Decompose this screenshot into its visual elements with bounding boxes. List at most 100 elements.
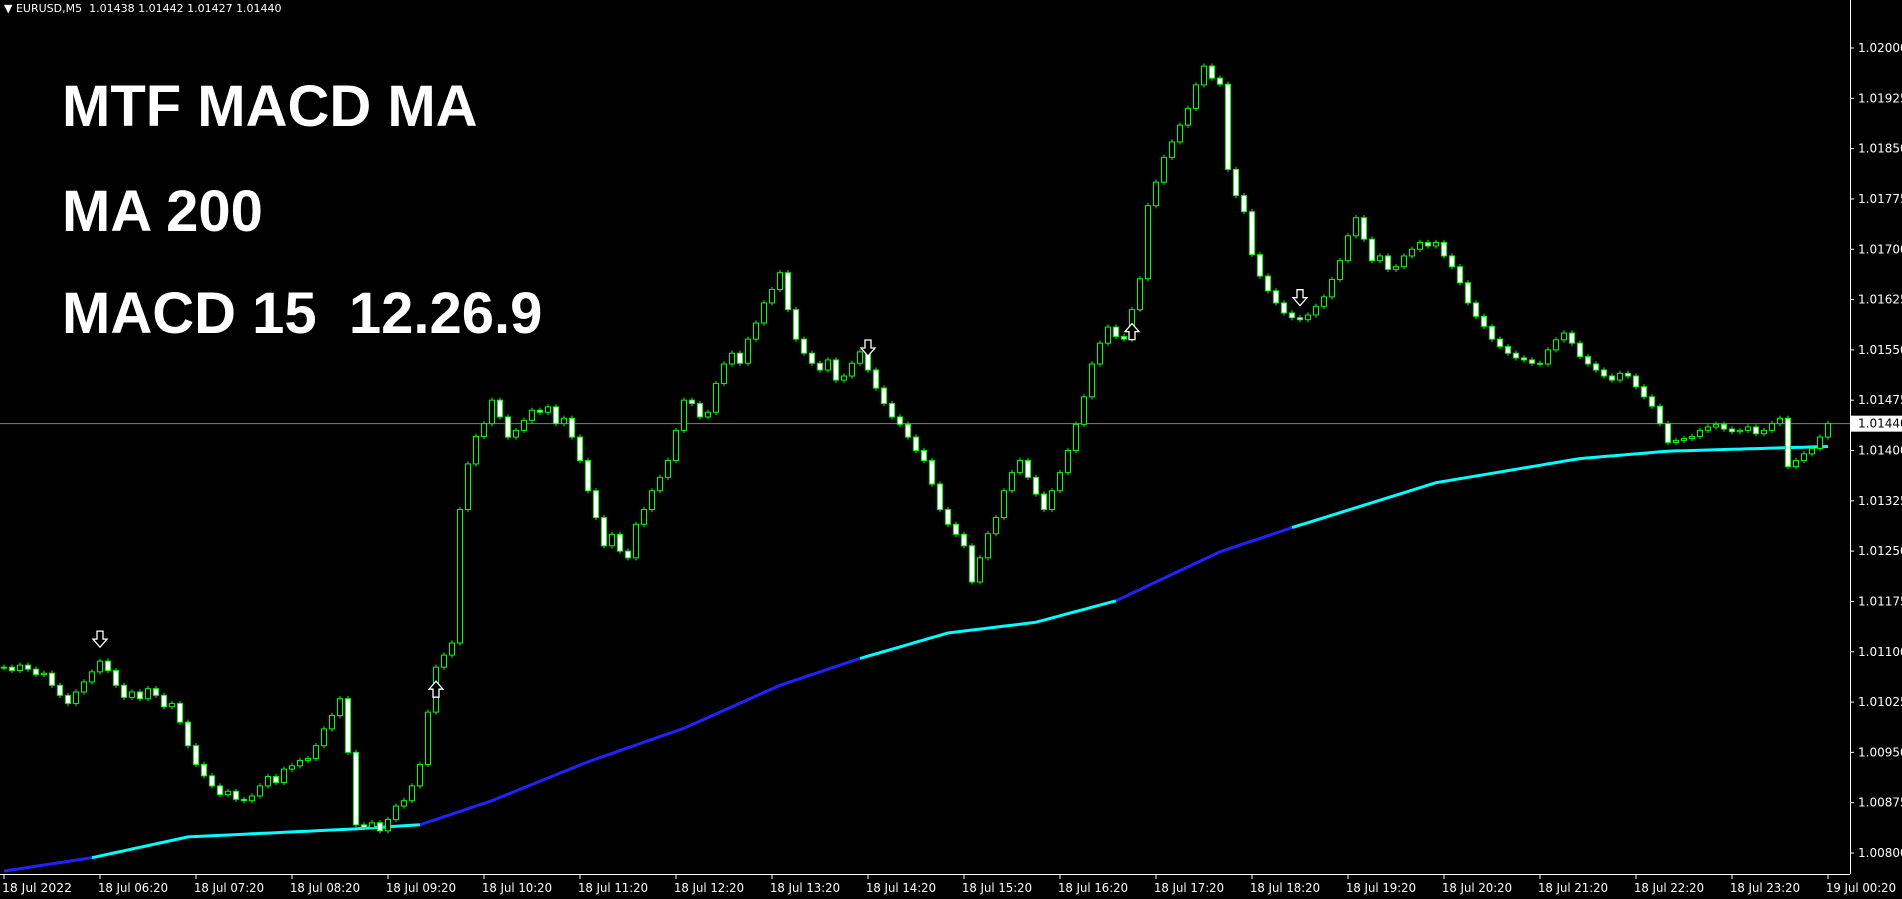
price-tick-label: 1.01700 bbox=[1858, 242, 1902, 256]
time-tick-label: 18 Jul 11:20 bbox=[578, 881, 648, 895]
bear-candle bbox=[1641, 386, 1647, 398]
bear-candle bbox=[553, 406, 559, 425]
bear-candle bbox=[809, 352, 815, 364]
bull-candle bbox=[481, 423, 487, 437]
bear-candle bbox=[969, 545, 975, 583]
bull-candle bbox=[721, 363, 727, 384]
bull-candle bbox=[1393, 266, 1399, 270]
time-tick-label: 18 Jul 14:20 bbox=[866, 881, 936, 895]
bull-candle bbox=[529, 409, 535, 421]
bull-candle bbox=[1001, 490, 1007, 519]
bull-candle bbox=[1065, 450, 1071, 474]
bull-candle bbox=[1169, 141, 1175, 158]
bear-candle bbox=[1649, 396, 1655, 407]
bear-candle bbox=[1441, 242, 1447, 257]
triangle-down-icon[interactable]: ▼ bbox=[4, 2, 16, 15]
time-tick-label: 18 Jul 20:20 bbox=[1442, 881, 1512, 895]
bear-candle bbox=[1281, 302, 1287, 314]
bear-candle bbox=[1521, 357, 1527, 361]
bull-candle bbox=[289, 765, 295, 770]
bull-candle bbox=[1417, 242, 1423, 250]
bull-candle bbox=[1553, 339, 1559, 351]
bear-candle bbox=[353, 751, 359, 826]
bear-candle bbox=[585, 460, 591, 492]
bull-candle bbox=[305, 757, 311, 761]
bull-candle bbox=[17, 664, 23, 672]
bear-candle bbox=[1209, 65, 1215, 79]
bull-candle bbox=[1313, 305, 1319, 316]
time-tick-label: 18 Jul 07:20 bbox=[194, 881, 264, 895]
bear-candle bbox=[1529, 359, 1535, 364]
bear-candle bbox=[889, 403, 895, 418]
bull-candle bbox=[473, 435, 479, 465]
bull-candle bbox=[649, 490, 655, 511]
time-tick-label: 18 Jul 13:20 bbox=[770, 881, 840, 895]
bull-candle bbox=[641, 509, 647, 525]
time-tick-label: 18 Jul 18:20 bbox=[1250, 881, 1320, 895]
bull-candle bbox=[521, 419, 527, 431]
time-tick-label: 19 Jul 00:20 bbox=[1826, 881, 1896, 895]
time-tick-label: 18 Jul 09:20 bbox=[386, 881, 456, 895]
bear-candle bbox=[137, 691, 143, 700]
overlay-macd-setting: MACD 15 12.26.9 bbox=[62, 281, 543, 346]
bull-candle bbox=[1809, 447, 1815, 455]
bull-candle bbox=[313, 745, 319, 759]
bear-candle bbox=[57, 684, 63, 696]
price-tick-label: 1.01925 bbox=[1858, 91, 1902, 105]
bear-candle bbox=[577, 436, 583, 462]
bear-candle bbox=[345, 698, 351, 753]
bear-candle bbox=[537, 409, 543, 413]
price-tick-label: 1.01475 bbox=[1858, 393, 1902, 407]
bear-candle bbox=[817, 362, 823, 371]
bull-candle bbox=[1769, 423, 1775, 431]
bull-candle bbox=[1081, 396, 1087, 425]
time-tick-label: 18 Jul 21:20 bbox=[1538, 881, 1608, 895]
bear-candle bbox=[833, 359, 839, 381]
bull-candle bbox=[745, 338, 751, 364]
bear-candle bbox=[121, 684, 127, 698]
bear-candle bbox=[1225, 83, 1231, 170]
bear-candle bbox=[1217, 77, 1223, 85]
overlay-ma-setting: MA 200 bbox=[62, 179, 263, 244]
bear-candle bbox=[601, 517, 607, 547]
time-tick-label: 18 Jul 06:20 bbox=[98, 881, 168, 895]
bull-candle bbox=[1697, 429, 1703, 437]
bull-candle bbox=[713, 382, 719, 413]
bear-candle bbox=[273, 776, 279, 784]
bear-candle bbox=[241, 798, 247, 802]
sell-arrow-icon bbox=[1291, 289, 1309, 307]
bull-candle bbox=[1177, 124, 1183, 143]
bull-candle bbox=[1545, 349, 1551, 365]
bull-candle bbox=[1305, 314, 1311, 321]
bull-candle bbox=[97, 660, 103, 673]
bull-candle bbox=[705, 411, 711, 418]
bear-candle bbox=[737, 352, 743, 364]
price-tick-label: 1.01025 bbox=[1858, 695, 1902, 709]
bull-candle bbox=[281, 768, 287, 784]
bear-candle bbox=[1241, 195, 1247, 213]
bear-candle bbox=[689, 399, 695, 405]
ohlc-readout: 1.01438 1.01442 1.01427 1.01440 bbox=[89, 2, 282, 15]
bull-candle bbox=[489, 399, 495, 425]
bear-candle bbox=[1025, 460, 1031, 478]
bear-candle bbox=[185, 721, 191, 747]
bull-candle bbox=[657, 476, 663, 492]
bear-candle bbox=[1625, 372, 1631, 377]
bull-candle bbox=[1801, 453, 1807, 462]
bear-candle bbox=[1297, 317, 1303, 321]
bear-candle bbox=[1273, 290, 1279, 304]
bear-candle bbox=[1457, 266, 1463, 284]
bull-candle bbox=[385, 818, 391, 832]
bull-candle bbox=[849, 362, 855, 377]
bear-candle bbox=[153, 688, 159, 696]
bear-candle bbox=[593, 490, 599, 519]
bull-candle bbox=[449, 642, 455, 656]
bear-candle bbox=[1601, 369, 1607, 377]
bull-candle bbox=[1713, 423, 1719, 428]
bull-candle bbox=[1057, 472, 1063, 492]
bear-candle bbox=[897, 416, 903, 425]
bear-candle bbox=[1481, 315, 1487, 327]
bull-candle bbox=[225, 790, 231, 796]
bull-candle bbox=[145, 688, 151, 700]
